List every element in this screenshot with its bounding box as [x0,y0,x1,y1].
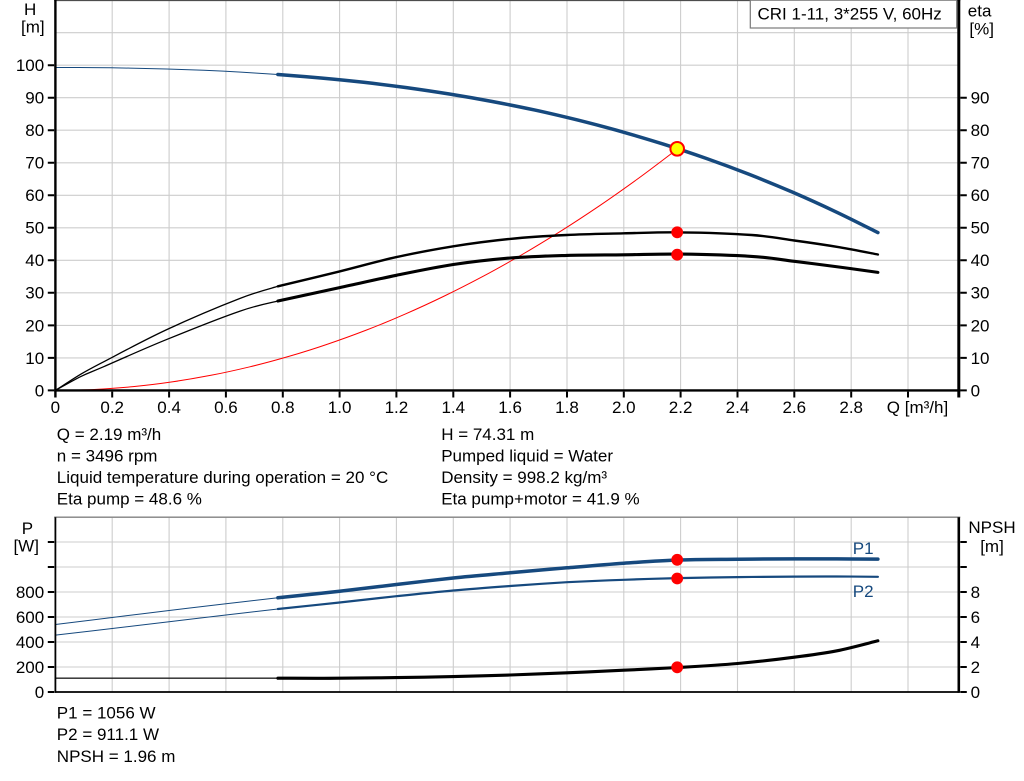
svg-text:0: 0 [35,381,44,400]
svg-text:60: 60 [971,186,990,205]
svg-text:70: 70 [971,154,990,173]
svg-text:0.2: 0.2 [100,398,124,417]
svg-text:Q = 2.19 m³/h: Q = 2.19 m³/h [57,425,161,444]
svg-text:1.6: 1.6 [498,398,522,417]
svg-text:60: 60 [25,186,44,205]
svg-text:2.6: 2.6 [782,398,806,417]
svg-text:40: 40 [971,251,990,270]
svg-text:[%]: [%] [969,20,994,39]
svg-text:H = 74.31 m: H = 74.31 m [441,425,534,444]
svg-text:80: 80 [25,121,44,140]
svg-text:30: 30 [971,284,990,303]
svg-text:6: 6 [971,608,980,627]
svg-text:200: 200 [16,658,44,677]
svg-text:P1: P1 [853,539,874,558]
svg-text:90: 90 [971,89,990,108]
svg-text:4: 4 [971,633,980,652]
svg-text:H: H [24,0,36,19]
svg-text:Eta pump = 48.6 %: Eta pump = 48.6 % [57,490,202,509]
svg-text:70: 70 [25,154,44,173]
svg-text:10: 10 [971,349,990,368]
svg-text:2: 2 [971,658,980,677]
svg-text:0.4: 0.4 [157,398,181,417]
svg-text:0.8: 0.8 [271,398,295,417]
svg-text:30: 30 [25,284,44,303]
svg-text:1.4: 1.4 [441,398,465,417]
svg-text:20: 20 [971,316,990,335]
svg-text:2.0: 2.0 [612,398,636,417]
svg-text:eta: eta [968,1,992,20]
svg-text:0.6: 0.6 [214,398,238,417]
svg-text:P2: P2 [853,582,874,601]
svg-text:[m]: [m] [980,537,1004,556]
svg-text:100: 100 [16,56,44,75]
svg-text:Q [m³/h]: Q [m³/h] [887,398,948,417]
svg-text:800: 800 [16,583,44,602]
svg-text:Liquid temperature during oper: Liquid temperature during operation = 20… [57,468,388,487]
svg-text:Pumped liquid = Water: Pumped liquid = Water [441,447,613,466]
svg-text:Density = 998.2 kg/m³: Density = 998.2 kg/m³ [441,468,607,487]
svg-text:0: 0 [971,381,980,400]
svg-text:10: 10 [25,349,44,368]
svg-text:90: 90 [25,89,44,108]
svg-text:400: 400 [16,633,44,652]
svg-text:0: 0 [51,398,60,417]
svg-text:2.8: 2.8 [839,398,863,417]
svg-text:P2 = 911.1 W: P2 = 911.1 W [57,725,159,744]
svg-text:50: 50 [971,219,990,238]
svg-text:0: 0 [971,683,980,702]
svg-text:50: 50 [25,219,44,238]
svg-text:[m]: [m] [21,18,45,37]
svg-text:0: 0 [35,683,44,702]
svg-text:2.2: 2.2 [669,398,693,417]
svg-text:n = 3496 rpm: n = 3496 rpm [57,447,158,466]
svg-text:8: 8 [971,583,980,602]
svg-text:1.8: 1.8 [555,398,579,417]
svg-text:1.0: 1.0 [328,398,352,417]
svg-text:CRI 1-11, 3*255 V, 60Hz: CRI 1-11, 3*255 V, 60Hz [758,5,942,24]
svg-text:[W]: [W] [13,537,39,556]
svg-text:20: 20 [25,316,44,335]
svg-text:2.4: 2.4 [726,398,750,417]
svg-text:NPSH: NPSH [968,518,1015,537]
svg-text:NPSH = 1.96 m: NPSH = 1.96 m [57,747,176,766]
svg-text:1.2: 1.2 [385,398,409,417]
svg-text:80: 80 [971,121,990,140]
svg-text:Eta pump+motor = 41.9 %: Eta pump+motor = 41.9 % [441,490,639,509]
svg-text:P: P [22,519,33,538]
svg-text:40: 40 [25,251,44,270]
svg-text:600: 600 [16,608,44,627]
svg-text:P1 = 1056 W: P1 = 1056 W [57,704,156,723]
